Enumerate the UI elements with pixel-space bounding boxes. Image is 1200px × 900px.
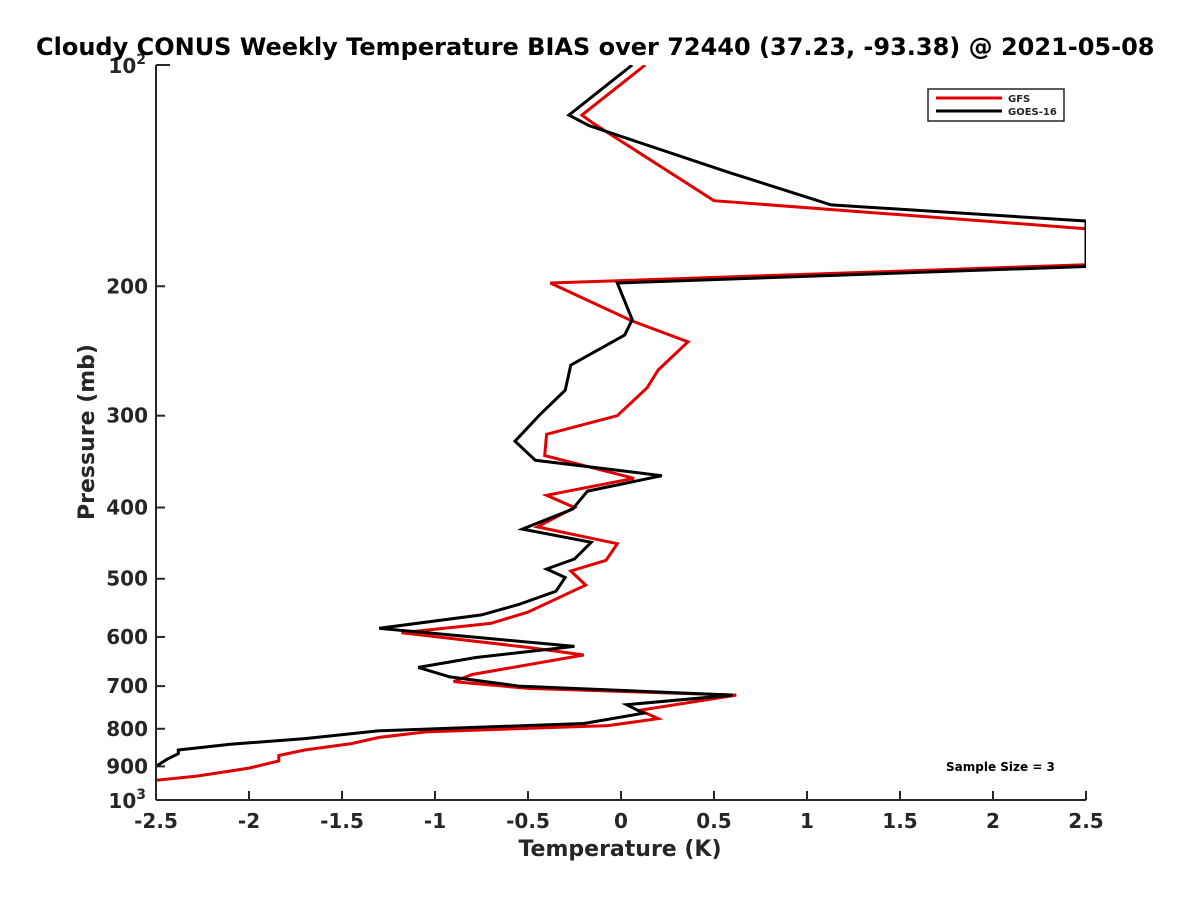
x-tick-label: 0 <box>614 809 628 833</box>
legend-box <box>927 88 1065 122</box>
plot-background <box>156 65 1086 800</box>
y-tick-label-top: 102 <box>108 52 146 78</box>
y-tick-label: 600 <box>106 625 148 649</box>
x-tick-label: 0.5 <box>696 809 731 833</box>
x-tick-label: -2 <box>238 809 260 833</box>
series-line-goes-16 <box>156 65 1086 768</box>
y-ticks: 200 300 400 500 600 700 800 900 102 103 <box>106 52 170 813</box>
y-tick-label: 700 <box>106 674 148 698</box>
x-axis-label: Temperature (K) <box>518 837 721 862</box>
chart-title: Cloudy CONUS Weekly Temperature BIAS ove… <box>36 33 1154 61</box>
legend: GFS GOES-16 <box>927 88 1065 122</box>
x-tick-label: -0.5 <box>506 809 550 833</box>
x-tick-label: 1 <box>800 809 814 833</box>
sample-size-annotation: Sample Size = 3 <box>946 760 1055 774</box>
legend-label-gfs: GFS <box>1008 94 1030 105</box>
x-tick-label: 2 <box>986 809 1000 833</box>
y-tick-label: 800 <box>106 717 148 741</box>
legend-items: GFS GOES-16 <box>936 94 1057 118</box>
y-tick-label: 500 <box>106 567 148 591</box>
plot-area: -2.5 -2 -1.5 -1 -0.5 0 0.5 1 1.5 2 2.5 200 300 400 50… <box>106 52 1103 833</box>
x-tick-label: -1.5 <box>320 809 364 833</box>
x-ticks: -2.5 -2 -1.5 -1 -0.5 0 0.5 1 1.5 2 2.5 <box>134 791 1104 833</box>
x-tick-label: 1.5 <box>882 809 917 833</box>
y-tick-label: 200 <box>106 274 148 298</box>
y-tick-label-bottom: 103 <box>108 787 146 813</box>
y-tick-label: 400 <box>106 496 148 520</box>
legend-label-goes-16: GOES-16 <box>1008 107 1057 118</box>
y-tick-label: 900 <box>106 754 148 778</box>
x-tick-label: -2.5 <box>134 809 178 833</box>
x-tick-label: -1 <box>424 809 446 833</box>
y-axis-label: Pressure (mb) <box>75 344 100 520</box>
series-line-gfs <box>156 65 1086 782</box>
x-tick-label: 2.5 <box>1068 809 1103 833</box>
y-tick-label: 300 <box>106 404 148 428</box>
series-layer <box>156 65 1086 782</box>
